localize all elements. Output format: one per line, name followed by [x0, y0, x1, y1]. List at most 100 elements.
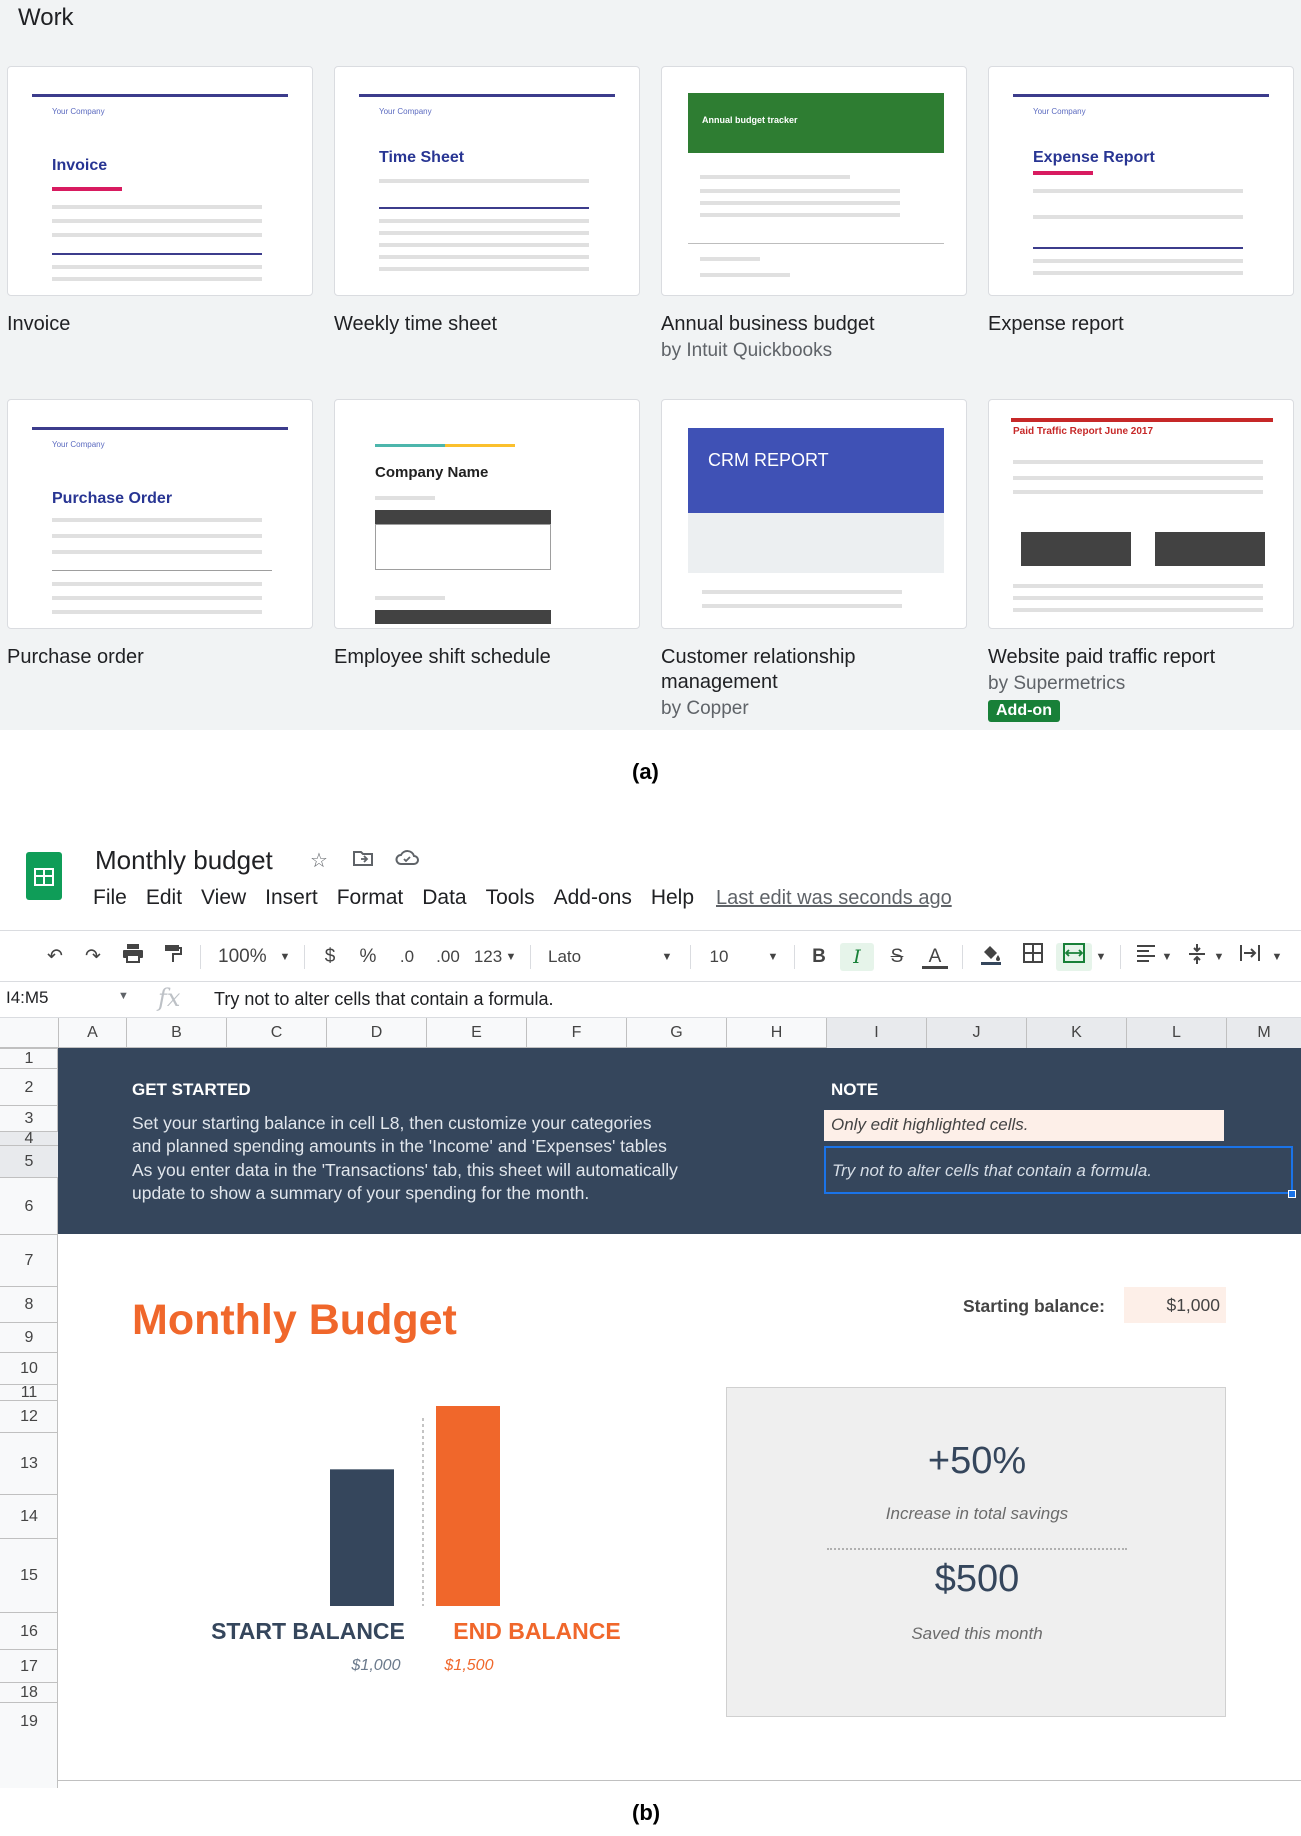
align-left-icon[interactable] — [1132, 943, 1160, 971]
row-header[interactable]: 11 — [0, 1384, 58, 1401]
template-thumbnail[interactable]: Your Company Time Sheet — [334, 66, 640, 296]
text-color-button[interactable]: A — [922, 943, 948, 969]
template-thumbnail[interactable]: CRM REPORT — [661, 399, 967, 629]
currency-format-button[interactable]: $ — [324, 946, 336, 967]
chevron-down-icon[interactable]: ▼ — [118, 990, 129, 1002]
template-card-crm[interactable]: CRM REPORT Customer relationship managem… — [661, 399, 967, 721]
row-header[interactable]: 1 — [0, 1048, 58, 1068]
chevron-down-icon[interactable]: ▼ — [1213, 951, 1225, 963]
template-thumbnail[interactable]: Paid Traffic Report June 2017 — [988, 399, 1294, 629]
chevron-down-icon[interactable]: ▼ — [1161, 951, 1173, 963]
starting-balance-cell[interactable]: $1,000 — [1124, 1287, 1226, 1323]
menu-format[interactable]: Format — [336, 886, 404, 909]
row-header[interactable]: 16 — [0, 1612, 58, 1649]
row-header[interactable]: 2 — [0, 1068, 58, 1105]
column-header[interactable]: A — [58, 1018, 126, 1048]
template-thumbnail[interactable]: Company Name — [334, 399, 640, 629]
more-formats-button[interactable]: 123 — [473, 947, 503, 966]
redo-icon[interactable]: ↷ — [85, 946, 101, 967]
row-header[interactable]: 12 — [0, 1400, 58, 1432]
template-card-employee-shift-schedule[interactable]: Company Name Employee shift schedule — [334, 399, 640, 670]
sheets-logo-icon[interactable] — [26, 852, 62, 900]
menu-insert[interactable]: Insert — [265, 886, 318, 909]
document-title[interactable]: Monthly budget — [95, 845, 273, 875]
chevron-down-icon[interactable]: ▼ — [661, 951, 673, 963]
column-header[interactable]: L — [1126, 1018, 1226, 1048]
chevron-down-icon[interactable]: ▼ — [279, 951, 291, 963]
template-card-annual-business-budget[interactable]: Annual budget tracker Annual business bu… — [661, 66, 967, 363]
template-thumbnail[interactable]: Annual budget tracker — [661, 66, 967, 296]
print-icon[interactable] — [120, 943, 146, 971]
chevron-down-icon[interactable]: ▼ — [767, 951, 779, 963]
cloud-status-icon[interactable] — [394, 848, 420, 874]
strikethrough-button[interactable]: S — [890, 946, 904, 967]
column-header[interactable]: F — [526, 1018, 626, 1048]
chevron-down-icon[interactable]: ▼ — [1095, 951, 1107, 963]
menu-help[interactable]: Help — [650, 886, 695, 909]
menu-edit[interactable]: Edit — [145, 886, 183, 909]
text-wrap-icon[interactable] — [1236, 943, 1264, 971]
font-size-select[interactable]: 10 — [709, 947, 729, 966]
template-card-purchase-order[interactable]: Your Company Purchase Order Purchase ord… — [7, 399, 313, 670]
zoom-select[interactable]: 100% — [218, 946, 267, 967]
row-header[interactable]: 19 — [0, 1702, 58, 1740]
row-header[interactable]: 5 — [0, 1145, 58, 1177]
column-header[interactable]: B — [126, 1018, 226, 1048]
increase-decimal-button[interactable]: .00 — [436, 947, 460, 966]
template-card-weekly-time-sheet[interactable]: Your Company Time Sheet Weekly time shee… — [334, 66, 640, 337]
note-highlighted-cell[interactable]: Only edit highlighted cells. — [824, 1110, 1224, 1141]
chevron-down-icon[interactable]: ▼ — [1271, 951, 1283, 963]
column-header[interactable]: M — [1226, 1018, 1301, 1048]
column-header[interactable]: J — [926, 1018, 1026, 1048]
formula-input[interactable]: Try not to alter cells that contain a fo… — [214, 989, 554, 1009]
column-header[interactable]: K — [1026, 1018, 1126, 1048]
fill-color-icon[interactable] — [976, 943, 1006, 971]
menu-view[interactable]: View — [201, 886, 247, 909]
menu-data[interactable]: Data — [422, 886, 467, 909]
row-header[interactable]: 13 — [0, 1432, 58, 1494]
column-header[interactable]: E — [426, 1018, 526, 1048]
chevron-down-icon[interactable]: ▼ — [505, 951, 517, 963]
column-header[interactable]: C — [226, 1018, 326, 1048]
percent-format-button[interactable]: % — [359, 946, 377, 967]
row-header[interactable]: 18 — [0, 1682, 58, 1702]
row-header[interactable]: 17 — [0, 1649, 58, 1682]
row-header[interactable]: 9 — [0, 1322, 58, 1352]
undo-icon[interactable]: ↶ — [47, 946, 63, 967]
template-thumbnail[interactable]: Your Company Expense Report — [988, 66, 1294, 296]
vertical-align-icon[interactable] — [1184, 943, 1210, 971]
template-card-website-paid-traffic-report[interactable]: Paid Traffic Report June 2017 Website pa… — [988, 399, 1294, 722]
move-folder-icon[interactable] — [352, 848, 374, 874]
row-header[interactable]: 7 — [0, 1234, 58, 1286]
select-all-corner[interactable] — [0, 1018, 58, 1048]
font-select[interactable]: Lato — [548, 947, 582, 966]
template-thumbnail[interactable]: Your Company Invoice — [7, 66, 313, 296]
row-header[interactable]: 3 — [0, 1105, 58, 1131]
row-header[interactable]: 14 — [0, 1494, 58, 1538]
template-card-expense-report[interactable]: Your Company Expense Report Expense repo… — [988, 66, 1294, 337]
note-selected-cell[interactable]: Try not to alter cells that contain a fo… — [824, 1146, 1293, 1194]
italic-button[interactable]: I — [840, 943, 874, 971]
bold-button[interactable]: B — [812, 946, 826, 967]
menu-file[interactable]: File — [93, 886, 127, 909]
paint-format-icon[interactable] — [160, 943, 186, 971]
row-header[interactable]: 6 — [0, 1177, 58, 1234]
selection-drag-handle[interactable] — [1288, 1190, 1296, 1198]
last-edit-link[interactable]: Last edit was seconds ago — [716, 887, 952, 909]
template-card-invoice[interactable]: Your Company Invoice Invoice — [7, 66, 313, 337]
decrease-decimal-button[interactable]: .0 — [399, 947, 415, 966]
row-header[interactable]: 4 — [0, 1131, 58, 1147]
row-header[interactable]: 15 — [0, 1538, 58, 1612]
row-header[interactable]: 10 — [0, 1352, 58, 1384]
column-header[interactable]: G — [626, 1018, 726, 1048]
column-header[interactable]: H — [726, 1018, 826, 1048]
menu-tools[interactable]: Tools — [485, 886, 535, 909]
row-header[interactable]: 8 — [0, 1286, 58, 1322]
menu-addons[interactable]: Add-ons — [553, 886, 632, 909]
column-header[interactable]: D — [326, 1018, 426, 1048]
template-thumbnail[interactable]: Your Company Purchase Order — [7, 399, 313, 629]
borders-icon[interactable] — [1018, 943, 1048, 971]
star-icon[interactable]: ☆ — [310, 850, 328, 872]
merge-cells-icon[interactable] — [1056, 943, 1092, 971]
name-box[interactable]: I4:M5 — [6, 988, 49, 1007]
